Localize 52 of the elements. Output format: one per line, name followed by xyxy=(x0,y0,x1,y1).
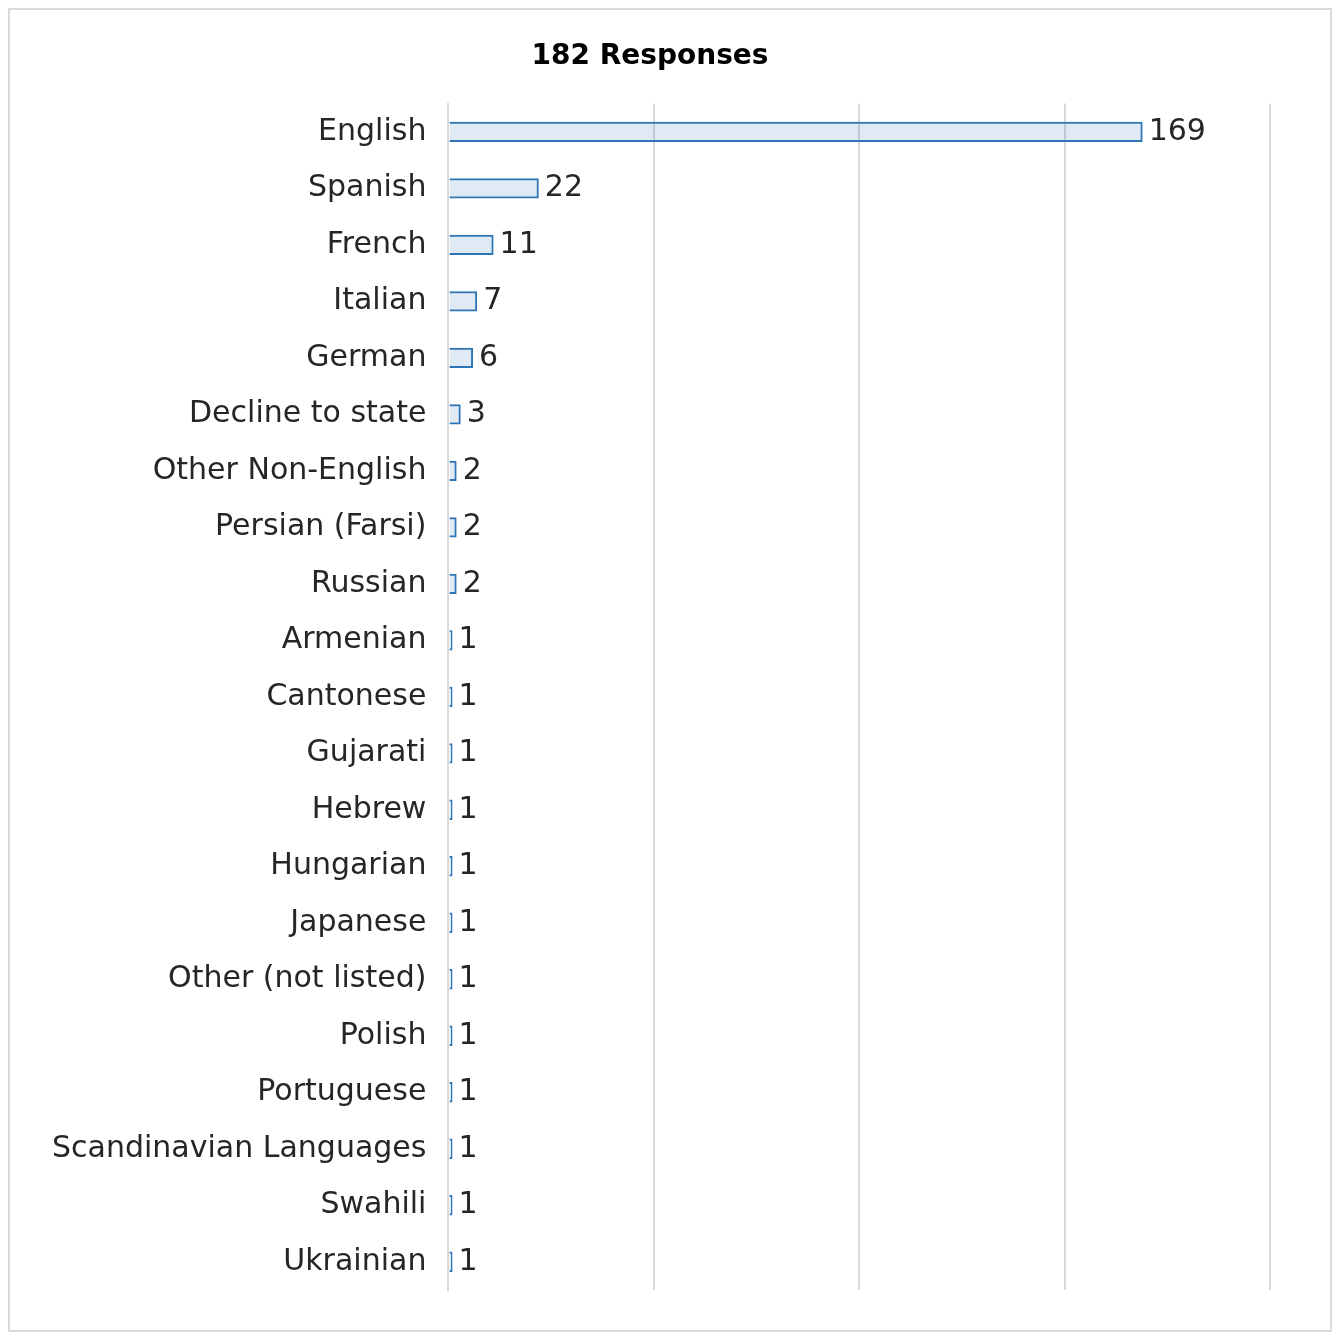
data-label: 1 xyxy=(458,1128,478,1164)
data-label: 7 xyxy=(483,281,503,317)
y-tick-label: Decline to state xyxy=(189,394,427,430)
y-tick-label: Persian (Farsi) xyxy=(215,507,427,543)
bar xyxy=(449,234,494,256)
y-tick-label: Swahili xyxy=(320,1185,427,1221)
data-label: 1 xyxy=(458,959,478,995)
data-label: 1 xyxy=(458,1072,478,1108)
y-tick-label: German xyxy=(306,337,427,373)
data-label: 2 xyxy=(462,450,482,486)
y-tick-label: Ukrainian xyxy=(283,1241,427,1277)
data-label: 6 xyxy=(479,337,499,373)
y-tick-label: English xyxy=(318,111,427,147)
y-tick-label: Italian xyxy=(333,281,427,317)
data-label: 2 xyxy=(462,563,482,599)
data-label: 1 xyxy=(458,789,478,825)
y-tick-label: Polish xyxy=(339,1015,427,1051)
y-tick-label: Other Non-English xyxy=(152,450,427,486)
data-label: 2 xyxy=(462,507,482,543)
bar xyxy=(449,517,457,538)
data-label: 1 xyxy=(458,846,478,882)
data-label: 1 xyxy=(458,676,478,712)
bar xyxy=(449,460,457,481)
bar xyxy=(449,178,539,199)
data-label: 169 xyxy=(1148,111,1206,147)
y-tick-label: Other (not listed) xyxy=(168,959,427,995)
y-tick-label: Hungarian xyxy=(270,846,427,882)
y-tick-label: Hebrew xyxy=(311,789,427,825)
y-tick-label: Armenian xyxy=(281,620,427,656)
bar xyxy=(449,404,461,425)
data-label: 11 xyxy=(499,224,538,260)
data-label: 22 xyxy=(544,168,583,204)
data-label: 1 xyxy=(458,1185,478,1221)
bar xyxy=(449,347,474,368)
bar xyxy=(449,291,478,312)
bar xyxy=(449,121,1143,143)
y-tick-label: Cantonese xyxy=(266,676,427,712)
data-label: 3 xyxy=(466,394,486,430)
data-label: 1 xyxy=(458,902,478,938)
y-tick-label: Japanese xyxy=(288,902,427,938)
y-tick-label: Portuguese xyxy=(257,1072,427,1108)
y-tick-label: Russian xyxy=(310,563,427,599)
data-label: 1 xyxy=(458,1015,478,1051)
y-tick-label: French xyxy=(326,224,427,260)
data-label: 1 xyxy=(458,733,478,769)
bar xyxy=(449,573,457,594)
data-label: 1 xyxy=(458,620,478,656)
data-label: 1 xyxy=(458,1241,478,1277)
y-tick-label: Scandinavian Languages xyxy=(51,1128,427,1164)
y-tick-label: Gujarati xyxy=(306,733,427,769)
chart-title: 182 Responses xyxy=(531,38,769,72)
y-tick-label: Spanish xyxy=(307,168,427,204)
